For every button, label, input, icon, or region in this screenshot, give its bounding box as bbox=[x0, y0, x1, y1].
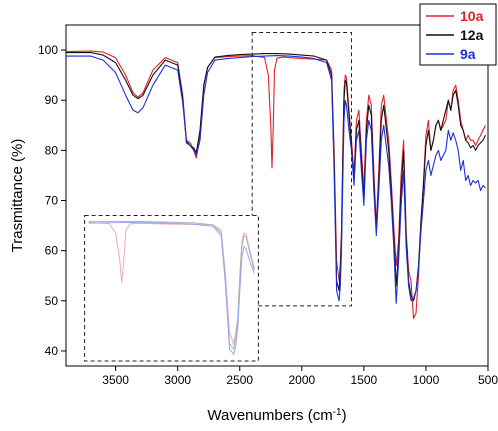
legend: 10a 12a 9a bbox=[419, 3, 497, 66]
x-axis-title-suffix: ) bbox=[342, 407, 347, 424]
y-tick-label-90: 90 bbox=[45, 93, 59, 107]
x-tick-label-1000: 1000 bbox=[413, 373, 440, 387]
x-tick-label-2000: 2000 bbox=[288, 373, 315, 387]
inset-series-line-9a bbox=[88, 221, 255, 356]
x-axis-title-main: Wavenumbers (cm bbox=[207, 407, 332, 424]
legend-label-12a: 12a bbox=[460, 27, 484, 43]
y-axis-title: Trasmittance (%) bbox=[9, 139, 26, 253]
legend-label-10a: 10a bbox=[460, 8, 484, 24]
x-axis-title-superscript: -1 bbox=[333, 407, 342, 418]
x-tick-label-2500: 2500 bbox=[226, 373, 253, 387]
series-line-12a bbox=[66, 52, 486, 302]
inset-zoom-panel bbox=[84, 215, 259, 362]
y-tick-label-70: 70 bbox=[45, 194, 59, 208]
series-line-9a bbox=[66, 55, 486, 304]
y-tick-label-100: 100 bbox=[38, 43, 58, 57]
x-tick-label-1500: 1500 bbox=[351, 373, 378, 387]
axis-ticks: 3500 3000 2500 2000 1500 1000 500 40 50 60 70 80 90 1… bbox=[38, 43, 498, 387]
x-tick-label-500: 500 bbox=[478, 373, 498, 387]
y-tick-label-40: 40 bbox=[45, 344, 59, 358]
y-tick-label-80: 80 bbox=[45, 143, 59, 157]
x-tick-label-3000: 3000 bbox=[164, 373, 191, 387]
plot-frame bbox=[65, 24, 489, 367]
x-tick-label-3500: 3500 bbox=[102, 373, 129, 387]
y-tick-label-60: 60 bbox=[45, 244, 59, 258]
y-tick-label-50: 50 bbox=[45, 294, 59, 308]
plot-area bbox=[65, 24, 489, 367]
zoom-region-box bbox=[251, 32, 352, 307]
legend-label-9a: 9a bbox=[460, 46, 476, 62]
x-axis-title: Wavenumbers (cm-1) bbox=[207, 407, 346, 425]
